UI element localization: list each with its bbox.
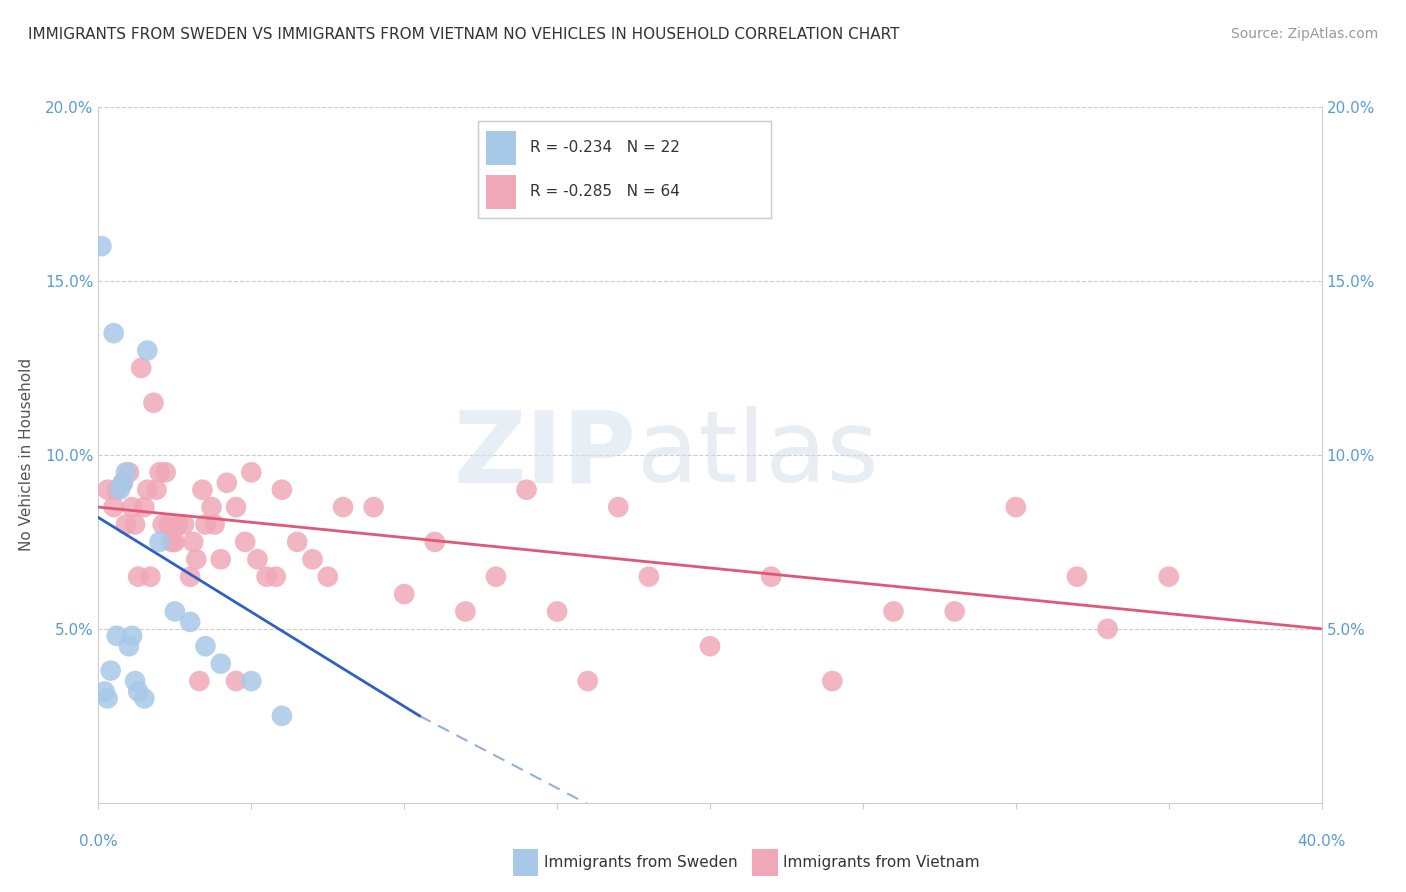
Point (97, 691, 120, 706)
Point (454, 605, 477, 619)
Point (270, 708, 294, 723)
Point (103, 326, 125, 340)
Text: IMMIGRANTS FROM SWEDEN VS IMMIGRANTS FROM VIETNAM NO VEHICLES IN HOUSEHOLD CORRE: IMMIGRANTS FROM SWEDEN VS IMMIGRANTS FRO… (28, 27, 900, 42)
Point (155, 466, 177, 480)
Point (204, 517, 226, 532)
Point (316, 570, 339, 584)
Point (209, 552, 232, 566)
Point (607, 500, 630, 514)
Point (97, 483, 120, 497)
Point (124, 674, 146, 689)
Point (127, 570, 149, 584)
Point (761, 570, 783, 584)
Point (516, 483, 538, 497)
Point (225, 500, 247, 514)
Point (392, 587, 416, 601)
Point (638, 570, 661, 584)
Point (1066, 570, 1088, 584)
Point (136, 343, 159, 358)
Point (332, 500, 354, 514)
Point (157, 517, 180, 532)
Point (163, 534, 186, 549)
Point (118, 639, 141, 653)
Point (200, 500, 222, 514)
Point (115, 466, 138, 480)
Point (93, 684, 115, 698)
Point (118, 466, 141, 480)
Point (139, 570, 162, 584)
Point (363, 500, 385, 514)
Point (121, 629, 143, 643)
Point (256, 570, 278, 584)
Point (240, 466, 263, 480)
Point (209, 657, 232, 671)
Point (111, 475, 134, 490)
Point (115, 517, 138, 532)
Point (108, 483, 131, 497)
Text: ZIP: ZIP (454, 407, 637, 503)
Text: 0.0%: 0.0% (79, 834, 118, 849)
Point (943, 605, 966, 619)
Point (173, 517, 195, 532)
Point (160, 534, 183, 549)
Point (134, 691, 156, 706)
Text: Source: ZipAtlas.com: Source: ZipAtlas.com (1230, 27, 1378, 41)
Point (883, 605, 905, 619)
Point (127, 684, 149, 698)
Point (136, 483, 159, 497)
Point (129, 360, 152, 375)
Point (103, 500, 125, 514)
Point (194, 639, 217, 653)
Point (264, 570, 287, 584)
Point (576, 674, 599, 689)
Point (191, 483, 214, 497)
Point (215, 475, 238, 490)
Point (111, 475, 134, 490)
Text: Immigrants from Sweden: Immigrants from Sweden (544, 855, 738, 870)
Point (423, 534, 446, 549)
Point (301, 552, 323, 566)
Point (179, 570, 201, 584)
Point (699, 639, 721, 653)
Point (194, 517, 217, 532)
Point (1097, 622, 1119, 636)
Point (270, 483, 294, 497)
Point (163, 605, 186, 619)
Point (105, 483, 128, 497)
Point (1157, 570, 1180, 584)
Point (105, 629, 128, 643)
Point (149, 534, 172, 549)
Point (152, 517, 174, 532)
Point (1004, 500, 1026, 514)
Point (121, 500, 143, 514)
Point (225, 674, 247, 689)
Point (100, 664, 122, 678)
Point (145, 483, 167, 497)
Point (485, 570, 508, 584)
Point (186, 552, 208, 566)
Y-axis label: No Vehicles in Household: No Vehicles in Household (20, 359, 34, 551)
Point (233, 534, 256, 549)
Text: atlas: atlas (637, 407, 879, 503)
Point (134, 500, 156, 514)
Point (181, 534, 204, 549)
Point (546, 605, 568, 619)
Point (90, 239, 112, 253)
Text: 40.0%: 40.0% (1298, 834, 1346, 849)
Point (821, 674, 844, 689)
Text: Immigrants from Vietnam: Immigrants from Vietnam (783, 855, 980, 870)
Point (142, 395, 165, 409)
Point (285, 534, 308, 549)
Point (167, 517, 190, 532)
Point (124, 517, 146, 532)
Point (240, 674, 263, 689)
Point (246, 552, 269, 566)
Point (149, 466, 172, 480)
Point (188, 674, 211, 689)
Point (179, 615, 201, 629)
